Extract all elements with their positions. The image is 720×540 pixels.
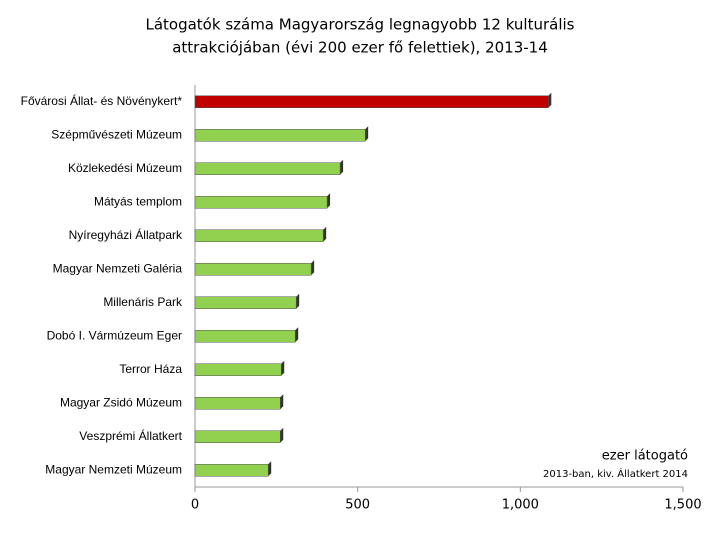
bar	[194, 196, 328, 209]
bar	[194, 229, 324, 242]
x-tick-label: 1,500	[664, 498, 701, 513]
y-tick-label: Magyar Nemzeti Múzeum	[45, 462, 182, 476]
x-tick-label: 1,000	[502, 498, 539, 513]
chart-title: Látogatók száma Magyarország legnagyobb …	[145, 16, 574, 34]
bar-side	[281, 360, 285, 376]
bar-side	[296, 293, 300, 309]
annotation: ezer látogató	[602, 449, 688, 464]
bar	[194, 397, 281, 410]
y-tick-label: Magyar Zsidó Múzeum	[60, 395, 182, 409]
bar	[194, 330, 296, 343]
bar-side	[295, 327, 299, 343]
bar	[194, 95, 549, 108]
bar-side	[280, 427, 284, 443]
y-tick-label: Dobó I. Vármúzeum Eger	[47, 328, 182, 342]
bar-side	[268, 461, 272, 477]
bar-side	[340, 159, 344, 175]
y-tick-label: Mátyás templom	[94, 194, 182, 208]
y-tick-label: Veszprémi Állatkert	[79, 428, 182, 443]
y-tick-label: Nyíregyházi Állatpark	[69, 227, 183, 242]
x-tick-label: 0	[191, 498, 199, 513]
bar	[194, 296, 297, 309]
bar-side	[365, 126, 369, 142]
chart-title: attrakciójában (évi 200 ezer fő felettie…	[172, 39, 548, 57]
bar	[194, 464, 269, 477]
y-tick-label: Terror Háza	[119, 362, 182, 376]
bar	[194, 263, 312, 276]
y-tick-label: Közlekedési Múzeum	[68, 161, 182, 175]
bar	[194, 363, 282, 376]
y-tick-label: Millenáris Park	[103, 295, 183, 309]
bar-side	[548, 92, 552, 108]
bar-side	[311, 260, 315, 276]
x-tick-label: 500	[345, 498, 370, 513]
y-tick-label: Szépművészeti Múzeum	[51, 127, 182, 141]
y-tick-label: Magyar Nemzeti Galéria	[53, 261, 183, 275]
bar	[194, 162, 341, 175]
bar-side	[280, 394, 284, 410]
annotation: 2013-ban, kiv. Állatkert 2014	[543, 467, 688, 480]
bar-side	[327, 193, 331, 209]
bar	[194, 129, 366, 142]
bar-side	[323, 226, 327, 242]
bar	[194, 430, 281, 443]
y-tick-label: Fővárosi Állat- és Növénykert*	[21, 93, 183, 108]
